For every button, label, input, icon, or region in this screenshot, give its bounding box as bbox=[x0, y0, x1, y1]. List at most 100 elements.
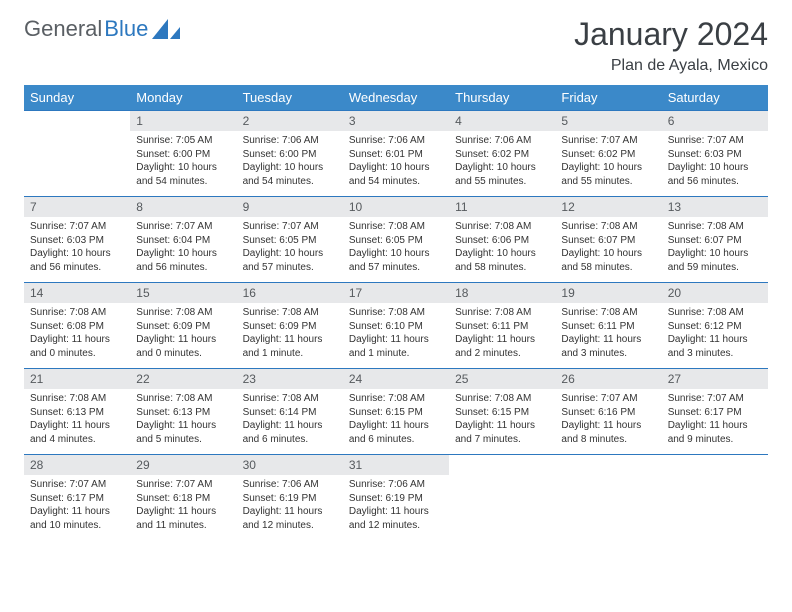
page-header: GeneralBlue January 2024 Plan de Ayala, … bbox=[24, 16, 768, 75]
sunrise-line: Sunrise: 7:07 AM bbox=[561, 134, 655, 148]
daylight-line: Daylight: 11 hours and 3 minutes. bbox=[668, 333, 762, 360]
sunset-line: Sunset: 6:02 PM bbox=[455, 148, 549, 162]
calendar-day-cell: 12Sunrise: 7:08 AMSunset: 6:07 PMDayligh… bbox=[555, 197, 661, 283]
calendar-day-cell: 19Sunrise: 7:08 AMSunset: 6:11 PMDayligh… bbox=[555, 283, 661, 369]
calendar-day-cell: 5Sunrise: 7:07 AMSunset: 6:02 PMDaylight… bbox=[555, 111, 661, 197]
calendar-day-cell: 1Sunrise: 7:05 AMSunset: 6:00 PMDaylight… bbox=[130, 111, 236, 197]
day-body: Sunrise: 7:07 AMSunset: 6:04 PMDaylight:… bbox=[130, 217, 236, 277]
calendar-day-cell: 11Sunrise: 7:08 AMSunset: 6:06 PMDayligh… bbox=[449, 197, 555, 283]
day-number: 24 bbox=[343, 369, 449, 389]
calendar-day-cell: 2Sunrise: 7:06 AMSunset: 6:00 PMDaylight… bbox=[237, 111, 343, 197]
day-body: Sunrise: 7:05 AMSunset: 6:00 PMDaylight:… bbox=[130, 131, 236, 191]
sunset-line: Sunset: 6:01 PM bbox=[349, 148, 443, 162]
day-body: Sunrise: 7:08 AMSunset: 6:11 PMDaylight:… bbox=[555, 303, 661, 363]
day-number: 2 bbox=[237, 111, 343, 131]
daylight-line: Daylight: 10 hours and 54 minutes. bbox=[349, 161, 443, 188]
sail-icon bbox=[152, 19, 180, 39]
day-body: Sunrise: 7:07 AMSunset: 6:17 PMDaylight:… bbox=[662, 389, 768, 449]
daylight-line: Daylight: 11 hours and 0 minutes. bbox=[30, 333, 124, 360]
day-body: Sunrise: 7:08 AMSunset: 6:07 PMDaylight:… bbox=[662, 217, 768, 277]
calendar-week-row: 21Sunrise: 7:08 AMSunset: 6:13 PMDayligh… bbox=[24, 369, 768, 455]
day-body: Sunrise: 7:07 AMSunset: 6:17 PMDaylight:… bbox=[24, 475, 130, 535]
calendar-day-cell bbox=[449, 455, 555, 541]
daylight-line: Daylight: 10 hours and 59 minutes. bbox=[668, 247, 762, 274]
daylight-line: Daylight: 11 hours and 5 minutes. bbox=[136, 419, 230, 446]
calendar-day-cell: 9Sunrise: 7:07 AMSunset: 6:05 PMDaylight… bbox=[237, 197, 343, 283]
day-number: 10 bbox=[343, 197, 449, 217]
sunset-line: Sunset: 6:08 PM bbox=[30, 320, 124, 334]
sunset-line: Sunset: 6:03 PM bbox=[30, 234, 124, 248]
daylight-line: Daylight: 10 hours and 56 minutes. bbox=[30, 247, 124, 274]
calendar-day-cell: 18Sunrise: 7:08 AMSunset: 6:11 PMDayligh… bbox=[449, 283, 555, 369]
brand-part2: Blue bbox=[104, 16, 148, 42]
sunset-line: Sunset: 6:18 PM bbox=[136, 492, 230, 506]
daylight-line: Daylight: 11 hours and 11 minutes. bbox=[136, 505, 230, 532]
calendar-day-cell: 30Sunrise: 7:06 AMSunset: 6:19 PMDayligh… bbox=[237, 455, 343, 541]
sunrise-line: Sunrise: 7:08 AM bbox=[561, 306, 655, 320]
sunrise-line: Sunrise: 7:08 AM bbox=[455, 306, 549, 320]
sunset-line: Sunset: 6:05 PM bbox=[349, 234, 443, 248]
sunrise-line: Sunrise: 7:08 AM bbox=[455, 392, 549, 406]
sunrise-line: Sunrise: 7:06 AM bbox=[455, 134, 549, 148]
daylight-line: Daylight: 11 hours and 10 minutes. bbox=[30, 505, 124, 532]
calendar-week-row: 7Sunrise: 7:07 AMSunset: 6:03 PMDaylight… bbox=[24, 197, 768, 283]
sunrise-line: Sunrise: 7:08 AM bbox=[349, 392, 443, 406]
sunset-line: Sunset: 6:05 PM bbox=[243, 234, 337, 248]
day-body: Sunrise: 7:08 AMSunset: 6:09 PMDaylight:… bbox=[130, 303, 236, 363]
sunset-line: Sunset: 6:17 PM bbox=[668, 406, 762, 420]
day-number: 3 bbox=[343, 111, 449, 131]
daylight-line: Daylight: 11 hours and 6 minutes. bbox=[243, 419, 337, 446]
calendar-day-cell: 3Sunrise: 7:06 AMSunset: 6:01 PMDaylight… bbox=[343, 111, 449, 197]
sunrise-line: Sunrise: 7:07 AM bbox=[668, 134, 762, 148]
sunset-line: Sunset: 6:09 PM bbox=[243, 320, 337, 334]
day-number: 22 bbox=[130, 369, 236, 389]
daylight-line: Daylight: 11 hours and 2 minutes. bbox=[455, 333, 549, 360]
sunset-line: Sunset: 6:13 PM bbox=[30, 406, 124, 420]
calendar-day-cell: 26Sunrise: 7:07 AMSunset: 6:16 PMDayligh… bbox=[555, 369, 661, 455]
day-body: Sunrise: 7:07 AMSunset: 6:03 PMDaylight:… bbox=[662, 131, 768, 191]
sunset-line: Sunset: 6:04 PM bbox=[136, 234, 230, 248]
calendar-day-cell: 8Sunrise: 7:07 AMSunset: 6:04 PMDaylight… bbox=[130, 197, 236, 283]
day-body: Sunrise: 7:08 AMSunset: 6:11 PMDaylight:… bbox=[449, 303, 555, 363]
sunrise-line: Sunrise: 7:07 AM bbox=[243, 220, 337, 234]
day-body: Sunrise: 7:08 AMSunset: 6:14 PMDaylight:… bbox=[237, 389, 343, 449]
daylight-line: Daylight: 10 hours and 56 minutes. bbox=[136, 247, 230, 274]
daylight-line: Daylight: 10 hours and 56 minutes. bbox=[668, 161, 762, 188]
day-body: Sunrise: 7:08 AMSunset: 6:06 PMDaylight:… bbox=[449, 217, 555, 277]
day-body: Sunrise: 7:07 AMSunset: 6:02 PMDaylight:… bbox=[555, 131, 661, 191]
month-year: January 2024 bbox=[574, 16, 768, 53]
day-body: Sunrise: 7:06 AMSunset: 6:00 PMDaylight:… bbox=[237, 131, 343, 191]
sunset-line: Sunset: 6:00 PM bbox=[136, 148, 230, 162]
calendar-day-cell: 16Sunrise: 7:08 AMSunset: 6:09 PMDayligh… bbox=[237, 283, 343, 369]
day-body: Sunrise: 7:06 AMSunset: 6:01 PMDaylight:… bbox=[343, 131, 449, 191]
day-number: 29 bbox=[130, 455, 236, 475]
day-number: 5 bbox=[555, 111, 661, 131]
sunset-line: Sunset: 6:11 PM bbox=[561, 320, 655, 334]
day-number: 27 bbox=[662, 369, 768, 389]
sunrise-line: Sunrise: 7:06 AM bbox=[243, 478, 337, 492]
sunrise-line: Sunrise: 7:08 AM bbox=[136, 392, 230, 406]
daylight-line: Daylight: 11 hours and 12 minutes. bbox=[349, 505, 443, 532]
daylight-line: Daylight: 11 hours and 0 minutes. bbox=[136, 333, 230, 360]
sunset-line: Sunset: 6:17 PM bbox=[30, 492, 124, 506]
day-body: Sunrise: 7:06 AMSunset: 6:19 PMDaylight:… bbox=[237, 475, 343, 535]
weekday-header: Thursday bbox=[449, 85, 555, 111]
sunset-line: Sunset: 6:12 PM bbox=[668, 320, 762, 334]
day-body: Sunrise: 7:07 AMSunset: 6:03 PMDaylight:… bbox=[24, 217, 130, 277]
location: Plan de Ayala, Mexico bbox=[574, 57, 768, 75]
sunset-line: Sunset: 6:00 PM bbox=[243, 148, 337, 162]
calendar-week-row: 1Sunrise: 7:05 AMSunset: 6:00 PMDaylight… bbox=[24, 111, 768, 197]
sunset-line: Sunset: 6:03 PM bbox=[668, 148, 762, 162]
day-number: 17 bbox=[343, 283, 449, 303]
sunrise-line: Sunrise: 7:07 AM bbox=[30, 220, 124, 234]
sunrise-line: Sunrise: 7:06 AM bbox=[349, 134, 443, 148]
daylight-line: Daylight: 11 hours and 6 minutes. bbox=[349, 419, 443, 446]
weekday-header: Tuesday bbox=[237, 85, 343, 111]
day-number: 31 bbox=[343, 455, 449, 475]
calendar-day-cell: 15Sunrise: 7:08 AMSunset: 6:09 PMDayligh… bbox=[130, 283, 236, 369]
daylight-line: Daylight: 11 hours and 9 minutes. bbox=[668, 419, 762, 446]
sunrise-line: Sunrise: 7:08 AM bbox=[136, 306, 230, 320]
daylight-line: Daylight: 11 hours and 4 minutes. bbox=[30, 419, 124, 446]
sunrise-line: Sunrise: 7:07 AM bbox=[561, 392, 655, 406]
sunset-line: Sunset: 6:16 PM bbox=[561, 406, 655, 420]
